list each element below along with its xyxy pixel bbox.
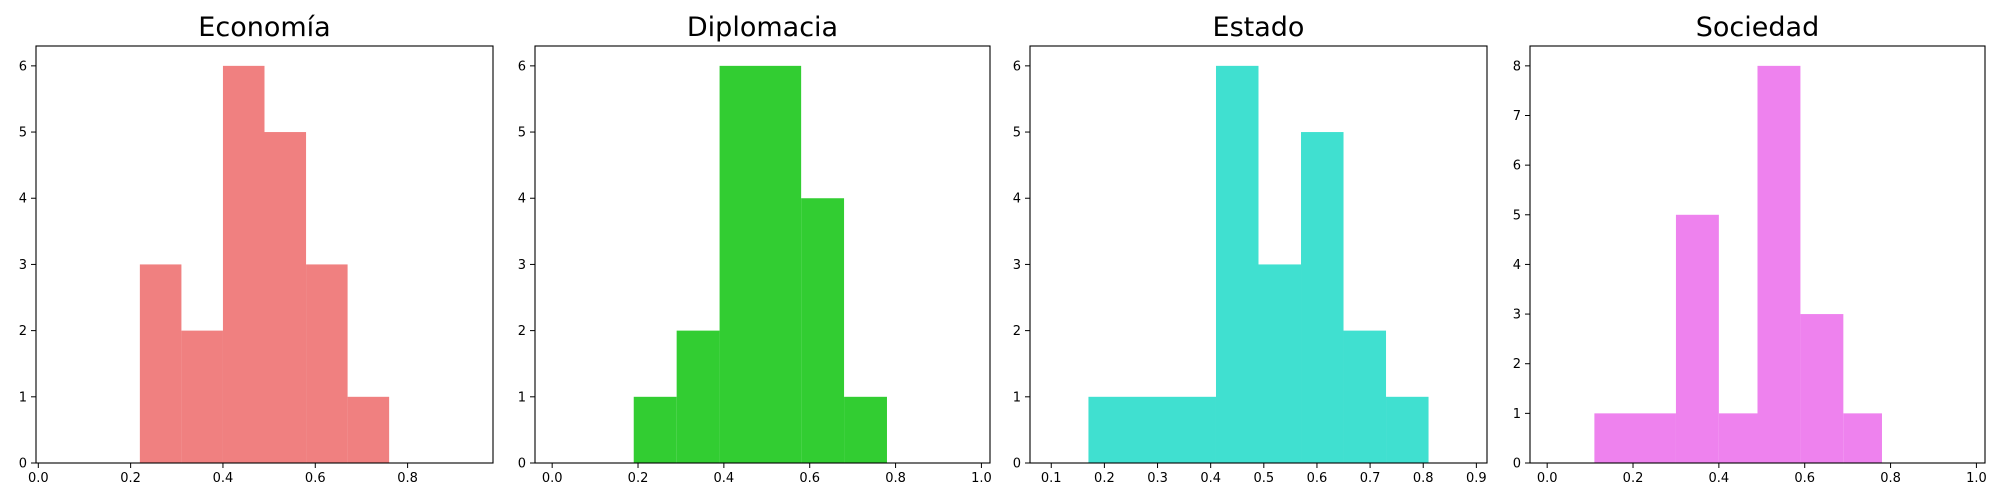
chart-title: Diplomacia [687,12,838,43]
y-tick-label: 0 [1013,457,1021,472]
x-tick-label: 0.8 [1413,471,1434,486]
histogram-bar [1088,396,1216,463]
chart-panel-economia: 0.0 0.2 0.4 0.6 0.8 0 1 2 3 4 5 6 Economía [19,12,494,486]
x-tick-label: 0.2 [1094,471,1115,486]
histogram-bar [1215,65,1259,464]
x-tick-label: 0.4 [714,471,735,486]
x-tick-label: 0.2 [628,471,649,486]
y-tick-label: 2 [1513,357,1521,372]
x-tick-label: 0.6 [1794,471,1815,486]
histogram-bar [139,264,182,463]
y-tick-label: 6 [518,59,526,74]
axes-frame [1529,45,1986,464]
y-tick-label: 0 [1513,457,1521,472]
histogram-bar [347,396,390,463]
histogram-bar [264,132,307,464]
x-tick-label: 0.4 [1709,471,1730,486]
x-tick-label: 0.0 [28,471,49,486]
histogram-bar [1800,314,1844,463]
y-tick-label: 3 [518,258,526,273]
histogram-bar [181,330,223,463]
y-tick-label: 5 [1513,208,1521,223]
histogram-bar [306,264,348,463]
axes-frame [1029,45,1488,464]
histogram-bar [719,65,802,464]
chart-panel-diplomacia: 0.0 0.2 0.4 0.6 0.8 1.0 0 1 2 3 4 5 6 Diplomacia [518,12,992,486]
histogram-bar [222,65,265,464]
histogram-bar [1258,264,1302,463]
histogram-bar [1386,396,1429,463]
x-tick-label: 1.0 [1966,471,1987,486]
y-tick-label: 5 [19,126,27,141]
y-tick-label: 1 [1513,407,1521,422]
histogram-bar [1757,65,1801,464]
y-tick-label: 6 [1513,159,1521,174]
x-tick-label: 0.4 [1200,471,1221,486]
x-tick-label: 0.0 [1537,471,1558,486]
y-tick-label: 2 [19,324,27,339]
axes-frame [35,45,494,464]
y-tick-label: 3 [1013,258,1021,273]
x-tick-label: 0.4 [213,471,234,486]
chart-title: Estado [1213,12,1305,43]
x-tick-label: 0.8 [885,471,906,486]
chart-panel-estado: 0.1 0.2 0.3 0.4 0.5 0.6 0.7 0.8 0.9 0 1 2 3 4 5 6 Estado [1013,12,1488,486]
y-tick-label: 6 [1013,59,1021,74]
y-tick-label: 6 [19,59,27,74]
x-tick-label: 1.0 [971,471,992,486]
y-tick-label: 5 [1013,126,1021,141]
histogram-bar [1594,413,1676,463]
x-tick-label: 0.9 [1466,471,1487,486]
x-tick-label: 0.8 [1880,471,1901,486]
x-tick-label: 0.7 [1360,471,1381,486]
y-tick-label: 1 [1013,390,1021,405]
y-tick-label: 3 [19,258,27,273]
x-tick-label: 0.6 [799,471,820,486]
x-tick-label: 0.5 [1253,471,1274,486]
histogram-bar [1301,132,1344,464]
y-tick-label: 5 [518,126,526,141]
histogram-bar [1718,413,1758,463]
y-tick-label: 7 [1513,109,1521,124]
histogram-bar [844,396,887,463]
chart-title: Economía [198,12,330,43]
axes-frame [534,45,991,464]
histogram-bar [1343,330,1387,463]
x-tick-label: 0.6 [1307,471,1328,486]
y-tick-label: 2 [518,324,526,339]
histogram-bar [801,198,845,464]
y-tick-label: 1 [518,390,526,405]
y-tick-label: 3 [1513,308,1521,323]
x-tick-label: 0.2 [120,471,141,486]
y-tick-label: 4 [1513,258,1521,273]
y-tick-label: 0 [518,457,526,472]
x-tick-label: 0.8 [397,471,418,486]
y-tick-label: 8 [1513,59,1521,74]
histogram-bar [1675,214,1719,463]
histogram-bar [1843,413,1882,463]
histogram-bar [676,330,720,463]
x-tick-label: 0.3 [1147,471,1168,486]
y-tick-label: 0 [19,457,27,472]
y-tick-label: 4 [518,192,526,207]
y-tick-label: 4 [1013,192,1021,207]
chart-panel-sociedad: 0.0 0.2 0.4 0.6 0.8 1.0 0 1 2 3 4 5 6 7 8 Sociedad [1513,12,1987,486]
x-tick-label: 0.1 [1041,471,1062,486]
y-tick-label: 4 [19,192,27,207]
histogram-bar [633,396,677,463]
x-tick-label: 0.0 [542,471,563,486]
chart-title: Sociedad [1696,12,1819,43]
y-tick-label: 1 [19,390,27,405]
y-tick-label: 2 [1013,324,1021,339]
x-tick-label: 0.6 [305,471,326,486]
x-tick-label: 0.2 [1623,471,1644,486]
